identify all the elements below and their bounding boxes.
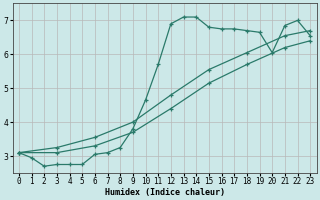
X-axis label: Humidex (Indice chaleur): Humidex (Indice chaleur) [105, 188, 225, 197]
